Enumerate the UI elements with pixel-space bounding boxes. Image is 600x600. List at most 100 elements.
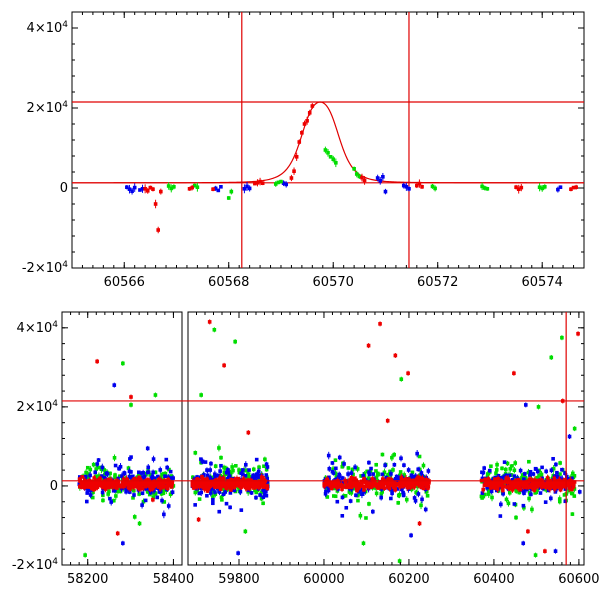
data-point bbox=[366, 343, 371, 348]
data-point bbox=[111, 488, 116, 493]
data-point bbox=[523, 403, 528, 407]
x-tick-label: 58400 bbox=[153, 572, 194, 587]
data-point bbox=[401, 493, 406, 498]
data-point bbox=[528, 473, 532, 478]
plot-frame-segment bbox=[61, 311, 183, 566]
data-point bbox=[381, 484, 386, 488]
data-point bbox=[114, 494, 118, 498]
data-point bbox=[495, 486, 500, 490]
data-point bbox=[86, 475, 91, 480]
data-point bbox=[554, 462, 558, 467]
data-point bbox=[192, 183, 197, 188]
data-point bbox=[542, 484, 547, 489]
data-point bbox=[234, 480, 238, 485]
data-point bbox=[501, 484, 506, 489]
data-point bbox=[163, 474, 167, 479]
data-point bbox=[108, 471, 112, 476]
data-point bbox=[273, 182, 278, 186]
data-point bbox=[161, 491, 166, 496]
data-point bbox=[513, 461, 518, 465]
data-point bbox=[153, 393, 158, 397]
data-point bbox=[191, 475, 195, 480]
data-point bbox=[521, 503, 526, 508]
data-point bbox=[156, 228, 161, 232]
data-point bbox=[139, 471, 144, 475]
data-point bbox=[334, 474, 339, 479]
data-point bbox=[151, 497, 155, 502]
data-point bbox=[106, 492, 110, 496]
data-point bbox=[337, 455, 342, 460]
data-point bbox=[289, 176, 294, 180]
data-point bbox=[98, 482, 103, 487]
data-point bbox=[481, 487, 486, 492]
data-point bbox=[325, 495, 330, 499]
data-point bbox=[169, 474, 173, 478]
data-point bbox=[494, 468, 499, 472]
x-tick-label: 58200 bbox=[67, 572, 108, 587]
data-point bbox=[524, 485, 529, 489]
data-point bbox=[375, 176, 380, 180]
data-point bbox=[543, 185, 547, 189]
data-point bbox=[500, 480, 505, 484]
data-point bbox=[213, 472, 217, 477]
data-point bbox=[421, 481, 425, 486]
data-point bbox=[88, 493, 93, 497]
x-tick-label: 59800 bbox=[218, 572, 259, 587]
data-point bbox=[101, 485, 105, 490]
data-point bbox=[223, 490, 228, 494]
data-series bbox=[166, 146, 547, 200]
data-point bbox=[83, 474, 88, 479]
data-point bbox=[552, 487, 557, 491]
data-point bbox=[571, 485, 575, 489]
data-point bbox=[517, 490, 521, 495]
data-point bbox=[213, 484, 217, 488]
data-point bbox=[149, 476, 154, 480]
data-point bbox=[349, 490, 354, 495]
data-point bbox=[514, 185, 518, 189]
data-point bbox=[126, 485, 131, 490]
data-point bbox=[409, 473, 414, 478]
data-point bbox=[346, 466, 351, 470]
data-point bbox=[215, 473, 220, 478]
data-point bbox=[388, 469, 392, 474]
data-point bbox=[163, 484, 167, 489]
data-point bbox=[250, 476, 255, 481]
data-point bbox=[225, 486, 229, 490]
data-point bbox=[420, 497, 424, 502]
data-point bbox=[374, 469, 378, 473]
data-point bbox=[231, 468, 235, 473]
data-point bbox=[481, 470, 486, 475]
data-point bbox=[389, 478, 394, 482]
data-point bbox=[503, 467, 508, 472]
data-point bbox=[355, 467, 360, 471]
data-point bbox=[373, 486, 378, 490]
data-point bbox=[343, 494, 348, 498]
data-point bbox=[421, 463, 426, 468]
data-point bbox=[340, 514, 345, 518]
data-point bbox=[253, 181, 257, 186]
data-point bbox=[486, 488, 491, 493]
data-point bbox=[356, 493, 360, 498]
data-point bbox=[257, 480, 262, 485]
data-point bbox=[161, 487, 166, 492]
data-point bbox=[218, 487, 223, 492]
data-point bbox=[106, 477, 111, 482]
data-point bbox=[170, 490, 175, 494]
data-point bbox=[258, 493, 262, 497]
data-point bbox=[127, 187, 132, 191]
data-point bbox=[127, 490, 132, 494]
data-point bbox=[535, 469, 540, 474]
data-point bbox=[237, 468, 241, 472]
data-point bbox=[265, 476, 270, 481]
data-point bbox=[528, 469, 533, 474]
data-point bbox=[328, 155, 333, 159]
season-scatter bbox=[77, 454, 176, 520]
data-point bbox=[202, 473, 206, 477]
data-point bbox=[92, 476, 97, 480]
data-point bbox=[91, 490, 95, 495]
data-point bbox=[247, 468, 251, 472]
model-curve bbox=[72, 101, 584, 184]
data-point bbox=[328, 484, 333, 488]
data-point bbox=[348, 478, 352, 482]
data-point bbox=[385, 418, 390, 423]
